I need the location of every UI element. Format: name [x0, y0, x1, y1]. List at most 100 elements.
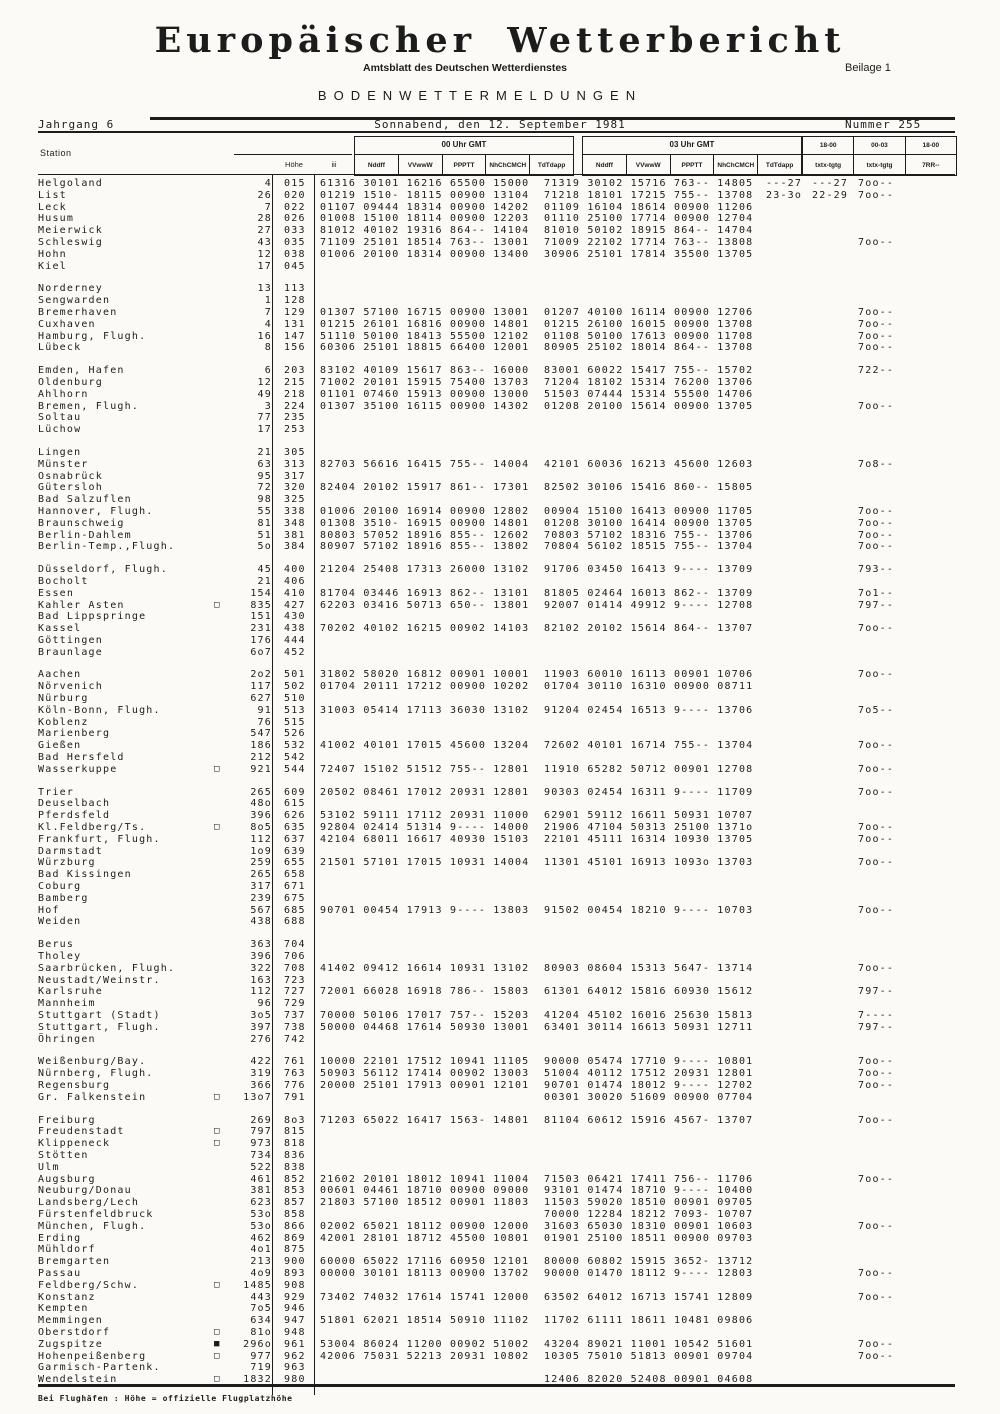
cell-hoehe: 462	[250, 1232, 272, 1244]
subcol-ppptt: PPPTT	[443, 155, 487, 175]
cell-hoehe: 363	[250, 939, 272, 951]
station-name: Neuburg/Donau	[38, 1185, 132, 1197]
cell-hoehe: 81	[257, 517, 272, 529]
station-name: Bad Kissingen	[38, 869, 132, 881]
cell-03gmt	[544, 1162, 758, 1174]
cell-00-03	[812, 541, 854, 553]
station-name: Berlin-Dahlem	[38, 529, 132, 541]
cell-00-03	[812, 1256, 854, 1268]
table-row: Fürstenfeldbruck 53o 858 70000 12284 18212 …	[0, 1209, 1000, 1221]
station-name: Stötten	[38, 1149, 89, 1161]
cell-18-00	[766, 951, 808, 963]
cell-00gmt	[320, 261, 534, 273]
cell-00gmt	[320, 1209, 534, 1221]
cell-18-00	[766, 331, 808, 343]
cell-00-03	[812, 834, 854, 846]
table-row: Hamburg, Flugh. 16 147 51110 50100 18413 55…	[0, 331, 1000, 343]
cell-00-03	[812, 401, 854, 413]
cell-hoehe: 21	[257, 446, 272, 458]
cell-00gmt: 01308 3510- 16915 00900 14801	[320, 517, 530, 529]
station-symbol	[214, 881, 228, 893]
cell-hoehe: 322	[250, 962, 272, 974]
cell-7rr	[858, 1233, 904, 1245]
cell-03gmt: 01108 50100 17613 00900 11708	[544, 330, 754, 342]
station-name: Augsburg	[38, 1173, 96, 1185]
station-symbol	[214, 295, 228, 307]
cell-03gmt	[544, 1138, 758, 1150]
station-name: Hohenpeißenberg	[38, 1350, 147, 1362]
cell-00-03	[812, 1209, 854, 1221]
cell-00-03	[812, 1221, 854, 1233]
station-name: Bremen, Flugh.	[38, 400, 140, 412]
station-symbol	[214, 611, 228, 623]
cell-hoehe: 522	[250, 1161, 272, 1173]
cell-00-03	[812, 506, 854, 518]
cell-hoehe: 48o	[250, 798, 272, 810]
table-row: Osnabrück 95 317	[0, 471, 1000, 483]
cell-00-03	[812, 787, 854, 799]
top-rule-thin	[38, 131, 955, 133]
cell-00gmt	[320, 283, 534, 295]
cell-18-00	[766, 1126, 808, 1138]
cell-7rr	[858, 1185, 904, 1197]
station-group: Norderney 13 113 Sengwarden 1 128 Bremerhaven 7…	[0, 283, 1000, 354]
cell-18-00	[766, 283, 808, 295]
cell-03gmt	[544, 717, 758, 729]
table-row: Hannover, Flugh. 55 338 01006 20100 16914 0…	[0, 506, 1000, 518]
table-row: Gr. Falkenstein □ 13o7 791 00301 30020 51609…	[0, 1092, 1000, 1104]
station-name: Mannheim	[38, 998, 96, 1010]
cell-7rr: 7oo--	[858, 857, 895, 869]
table-row: Berlin-Dahlem 51 381 80803 57052 18916 855-…	[0, 530, 1000, 542]
cell-00gmt: 01704 20111 17212 00900 10202	[320, 681, 530, 693]
cell-iii: 410	[284, 587, 306, 599]
cell-00-03	[812, 319, 854, 331]
station-name: Frankfurt, Flugh.	[38, 833, 161, 845]
station-name: Sengwarden	[38, 295, 111, 307]
cell-7rr	[858, 249, 904, 261]
cell-hoehe: 719	[250, 1362, 272, 1374]
cell-00gmt: 80803 57052 18916 855-- 12602	[320, 529, 530, 541]
station-symbol: □	[214, 599, 221, 610]
cell-iii: 685	[284, 904, 306, 916]
station-symbol	[214, 1244, 228, 1256]
station-name: Freiburg	[38, 1114, 96, 1126]
cell-00-03	[812, 1068, 854, 1080]
cell-hoehe: 176	[250, 634, 272, 646]
cell-03gmt	[544, 1280, 758, 1292]
cell-hoehe: 239	[250, 892, 272, 904]
cell-18-00	[766, 1233, 808, 1245]
cell-03gmt: 80000 60802 15915 3652- 13712	[544, 1256, 754, 1268]
cell-00-03	[812, 365, 854, 377]
cell-hoehe: 98	[257, 494, 272, 506]
table-row: Memmingen 634 947 51801 62021 18514 50910 1…	[0, 1315, 1000, 1327]
cell-00-03	[812, 1185, 854, 1197]
cell-hoehe: 7	[264, 306, 272, 318]
station-symbol	[214, 1221, 228, 1233]
cell-00gmt: 50903 56112 17414 00902 13003	[320, 1068, 530, 1080]
station-symbol	[214, 459, 228, 471]
table-row: Stuttgart (Stadt) 3o5 737 70000 50106 17017…	[0, 1010, 1000, 1022]
cell-03gmt: 90303 02454 16311 9---- 11709	[544, 786, 754, 798]
cell-iii: 045	[284, 260, 306, 272]
cell-18-00	[766, 681, 808, 693]
table-row: Sengwarden 1 128	[0, 295, 1000, 307]
cell-18-00	[766, 1292, 808, 1304]
cell-00gmt	[320, 1244, 534, 1256]
cell-03gmt: 63502 64012 16713 15741 12809	[544, 1291, 754, 1303]
col-hoehe-label: Höhe	[285, 160, 303, 169]
station-name: Lübeck	[38, 342, 82, 354]
cell-7rr	[858, 389, 904, 401]
cell-hoehe: 26	[257, 189, 272, 201]
cell-03gmt: 70804 56102 18515 755-- 13704	[544, 541, 754, 553]
cell-iii: 818	[284, 1138, 306, 1150]
cell-hoehe: 231	[250, 623, 272, 635]
station-name: Bad Hersfeld	[38, 752, 125, 764]
station-symbol	[214, 705, 228, 717]
table-row: Bocholt 21 406	[0, 576, 1000, 588]
table-row: Emden, Hafen 6 203 83102 40109 15617 863-- …	[0, 365, 1000, 377]
cell-00-03	[812, 249, 854, 261]
code-7rr: 7RR--	[922, 161, 940, 169]
cell-7rr: 7oo--	[858, 342, 895, 354]
cell-00-03	[812, 576, 854, 588]
cell-hoehe: 627	[250, 693, 272, 705]
